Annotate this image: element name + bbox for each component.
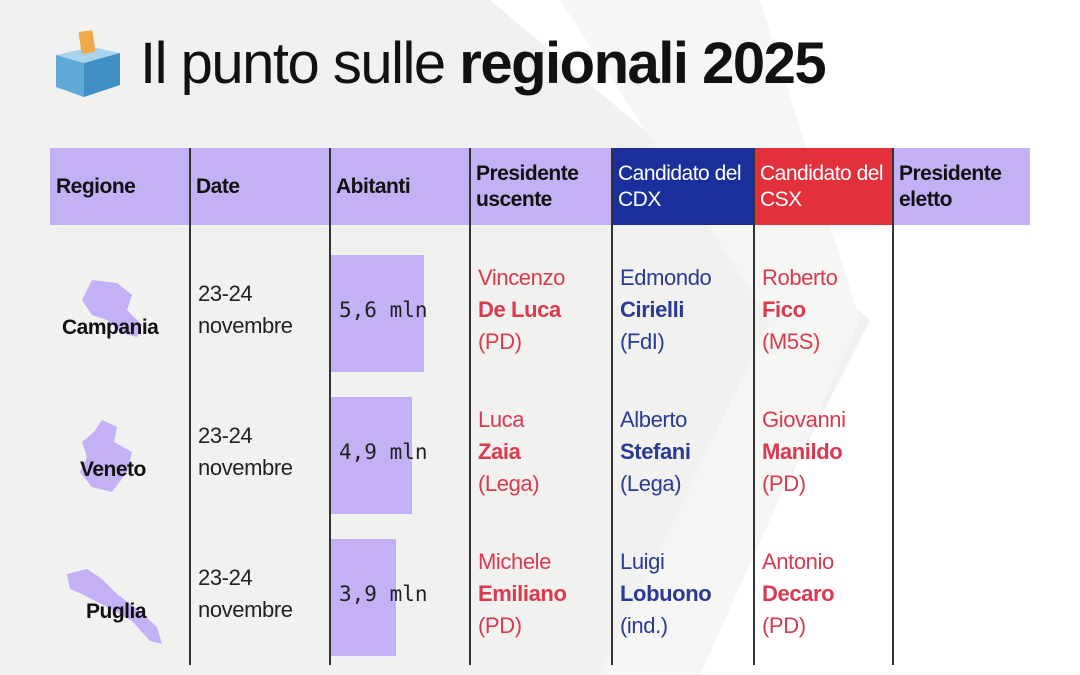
header-abitanti: Abitanti	[330, 148, 470, 225]
date-month: novembre	[198, 597, 293, 622]
region-map-icon	[80, 420, 132, 492]
first-name: Giovanni	[762, 407, 846, 432]
date: 23-24 novembre	[198, 562, 293, 626]
last-name: Manildo	[762, 439, 843, 464]
header-date: Date	[190, 148, 330, 225]
last-name: De Luca	[478, 297, 561, 322]
candidate-csx: Antonio Decaro (PD)	[762, 546, 835, 642]
header-candidato-csx: Candidato del CSX	[754, 148, 893, 225]
column-divider	[189, 148, 191, 665]
column-divider	[469, 148, 471, 665]
population-value: 4,9 mln	[339, 440, 428, 464]
column-divider	[753, 148, 755, 665]
candidate-cdx: Luigi Lobuono (ind.)	[620, 546, 712, 642]
party: (PD)	[762, 471, 806, 496]
last-name: Zaia	[478, 439, 521, 464]
last-name: Fico	[762, 297, 806, 322]
population-bar	[331, 397, 412, 514]
last-name: Emiliano	[478, 581, 567, 606]
party: (PD)	[762, 613, 806, 638]
column-divider	[611, 148, 613, 665]
party: (PD)	[478, 613, 522, 638]
first-name: Antonio	[762, 549, 834, 574]
date-days: 23-24	[198, 565, 253, 590]
candidate-cdx: Edmondo Cirielli (FdI)	[620, 262, 712, 358]
date-month: novembre	[198, 313, 293, 338]
population-bar	[331, 255, 424, 372]
candidate-uscente: Luca Zaia (Lega)	[478, 404, 540, 500]
date-month: novembre	[198, 455, 293, 480]
region-name: Puglia	[86, 600, 147, 623]
region-map-icon	[82, 280, 142, 337]
candidate-csx: Roberto Fico (M5S)	[762, 262, 838, 358]
last-name: Stefani	[620, 439, 691, 464]
header-candidato-cdx: Candidato del CDX	[612, 148, 754, 225]
date-days: 23-24	[198, 281, 253, 306]
candidate-uscente: Vincenzo De Luca (PD)	[478, 262, 565, 358]
party: (Lega)	[620, 471, 682, 496]
last-name: Lobuono	[620, 581, 712, 606]
title-bold: regionali 2025	[459, 30, 826, 96]
column-divider	[329, 148, 331, 665]
title-prefix: Il punto sulle	[140, 30, 460, 96]
header-presidente-uscente: Presidente uscente	[470, 148, 612, 225]
first-name: Roberto	[762, 265, 838, 290]
first-name: Edmondo	[620, 265, 712, 290]
party: (ind.)	[620, 613, 668, 638]
party: (PD)	[478, 329, 522, 354]
candidate-csx: Giovanni Manildo (PD)	[762, 404, 846, 500]
date-days: 23-24	[198, 423, 253, 448]
ballot-box-icon	[56, 30, 120, 97]
date: 23-24 novembre	[198, 420, 293, 484]
population-value: 5,6 mln	[339, 298, 428, 322]
page-title: Il punto sulle regionali 2025	[52, 18, 827, 108]
header-regione: Regione	[50, 148, 190, 225]
party: (FdI)	[620, 329, 665, 354]
population-bar	[331, 539, 396, 656]
first-name: Luigi	[620, 549, 665, 574]
last-name: Decaro	[762, 581, 835, 606]
first-name: Alberto	[620, 407, 687, 432]
first-name: Michele	[478, 549, 552, 574]
region-map-icon	[67, 569, 162, 644]
date: 23-24 novembre	[198, 278, 293, 342]
last-name: Cirielli	[620, 297, 685, 322]
first-name: Luca	[478, 407, 525, 432]
region-name: Campania	[62, 316, 159, 339]
column-divider	[892, 148, 894, 665]
header-presidente-eletto: Presidente eletto	[893, 148, 1030, 225]
candidate-uscente: Michele Emiliano (PD)	[478, 546, 567, 642]
population-value: 3,9 mln	[339, 582, 428, 606]
region-name: Veneto	[80, 458, 146, 481]
candidate-cdx: Alberto Stefani (Lega)	[620, 404, 691, 500]
party: (M5S)	[762, 329, 820, 354]
party: (Lega)	[478, 471, 540, 496]
first-name: Vincenzo	[478, 265, 565, 290]
